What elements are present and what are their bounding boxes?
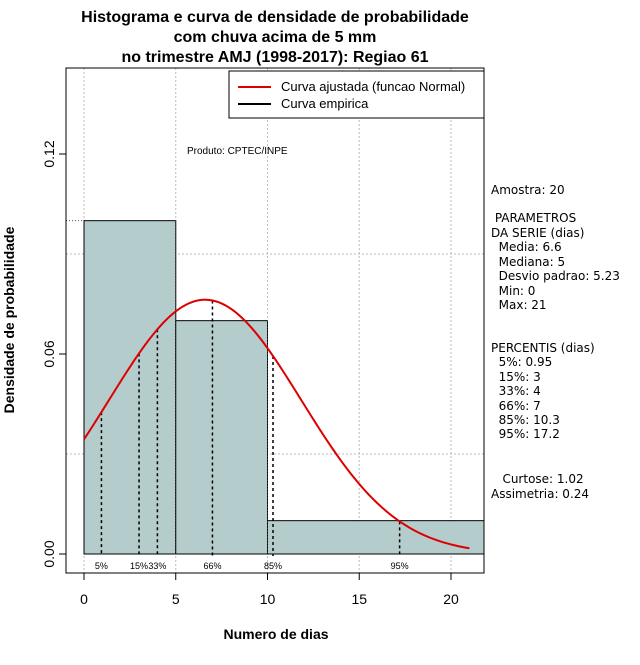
fitted-curve (83, 298, 470, 550)
x-tick-label: 5 (172, 591, 180, 607)
x-tick-label: 20 (443, 591, 459, 607)
sample-size: Amostra: 20 (491, 183, 565, 197)
y-tick-label: 0.00 (41, 540, 57, 567)
legend: Curva ajustada (funcao Normal) Curva emp… (228, 70, 485, 119)
y-tick-label: 0.12 (41, 140, 57, 167)
skewness: Assimetria: 0.24 (491, 487, 590, 501)
chart-title: Histograma e curva de densidade de proba… (81, 9, 469, 66)
percentile-15: 15%: 3 (491, 370, 541, 384)
chart-title-line-2: com chuva acima de 5 mm (174, 29, 377, 46)
chart-title-line-1: Histograma e curva de densidade de proba… (81, 9, 469, 26)
x-tick-label: 0 (80, 591, 88, 607)
param-sd: Desvio padrao: 5.23 (491, 269, 620, 283)
y-tick-label: 0.06 (41, 340, 57, 367)
param-min: Min: 0 (491, 284, 536, 298)
legend-label-empirical: Curva empirica (281, 96, 369, 111)
fitted-curve-layer (83, 298, 470, 550)
kurtosis: Curtose: 1.02 (491, 472, 584, 486)
plot-frame (65, 67, 485, 574)
param-median: Mediana: 5 (491, 255, 566, 269)
percentiles-title: PERCENTIS (dias) (491, 341, 595, 355)
percentile-66: 66%: 7 (491, 399, 541, 413)
percentile-label: 15% (130, 561, 148, 571)
parameters-title: PARAMETROS (491, 211, 577, 225)
histogram-bar (83, 220, 177, 555)
percentile-label: 33% (148, 561, 166, 571)
histogram-bar (267, 520, 485, 555)
histogram-bars (66, 220, 485, 555)
percentile-95: 95%: 17.2 (491, 427, 560, 441)
legend-box (228, 70, 485, 119)
percentile-85: 85%: 10.3 (491, 413, 560, 427)
chart-title-line-3: no trimestre AMJ (1998-2017): Regiao 61 (121, 49, 428, 66)
percentile-33: 33%: 4 (491, 384, 541, 398)
percentile-label: 66% (203, 561, 221, 571)
x-axis-label: Numero de dias (223, 626, 328, 642)
param-mean: Media: 6.6 (491, 240, 562, 254)
parameters-subtitle: DA SERIE (dias) (491, 226, 585, 240)
percentile-label: 95% (391, 561, 409, 571)
percentile-lines: 5% 15% 33% 66% 85% 95% (95, 300, 409, 571)
percentile-5: 5%: 0.95 (491, 355, 553, 369)
y-axis-label: Densidade de probabilidade (1, 226, 17, 413)
axes: 0 5 10 15 20 0.00 0.06 0.12 (41, 67, 485, 607)
histogram-bar (175, 320, 268, 555)
percentile-label: 85% (264, 561, 282, 571)
percentile-label: 5% (95, 561, 108, 571)
legend-label-fitted: Curva ajustada (funcao Normal) (281, 79, 465, 94)
param-max: Max: 21 (491, 298, 547, 312)
product-annotation: Produto: CPTEC/INPE (187, 146, 288, 157)
x-tick-label: 10 (260, 591, 276, 607)
x-tick-label: 15 (351, 591, 367, 607)
